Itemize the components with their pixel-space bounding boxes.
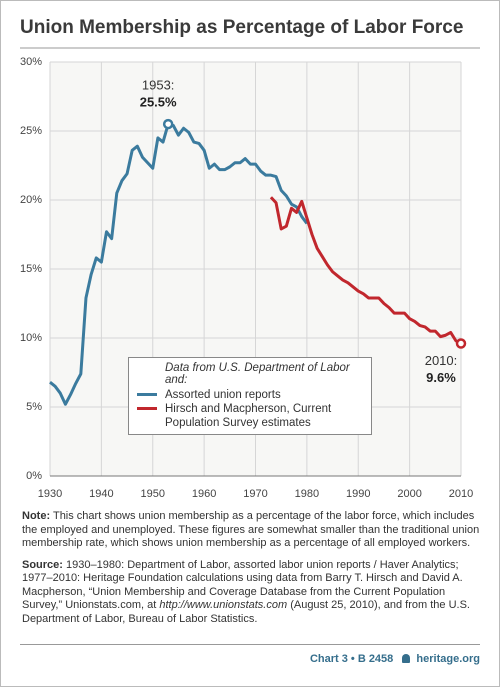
y-tick-label: 15%	[20, 263, 42, 275]
notes: Note: This chart shows union membership …	[22, 510, 482, 634]
annotation-value: 9.6%	[426, 370, 456, 385]
y-tick-label: 20%	[20, 194, 42, 206]
legend-swatch	[137, 393, 157, 396]
y-tick-label: 10%	[20, 332, 42, 344]
source: Source: 1930–1980: Department of Labor, …	[22, 559, 482, 627]
source-url: http://www.unionstats.com	[159, 599, 288, 611]
y-tick-label: 30%	[20, 56, 42, 68]
annotation-value: 25.5%	[140, 95, 177, 110]
note: Note: This chart shows union membership …	[22, 510, 482, 551]
x-tick-label: 1970	[243, 488, 267, 500]
series-line	[269, 196, 462, 345]
x-tick-label: 1990	[346, 488, 370, 500]
chart-title: Union Membership as Percentage of Labor …	[20, 17, 463, 38]
source-text: (August 25, 2010), and from the U.S. Dep…	[22, 599, 470, 625]
y-tick-label: 0%	[26, 470, 42, 482]
legend-label: Hirsch and Macpherson, Current Populatio…	[165, 403, 332, 429]
y-tick-label: 5%	[26, 401, 42, 413]
legend-entry: Hirsch and Macpherson, Current Populatio…	[137, 402, 363, 430]
annotation-year: 2010:	[425, 353, 458, 368]
y-tick-label: 25%	[20, 125, 42, 137]
source-label: Source:	[22, 558, 63, 571]
x-tick-label: 1950	[141, 488, 165, 500]
legend-swatch	[137, 407, 157, 410]
footer: Chart 3 • B 2458 heritage.org	[20, 644, 480, 665]
legend: Data from U.S. Department of Labor and: …	[128, 357, 372, 435]
annotation-year: 1953:	[142, 78, 175, 93]
legend-label: Assorted union reports	[165, 389, 281, 401]
x-tick-label: 2000	[397, 488, 421, 500]
x-tick-label: 1930	[38, 488, 62, 500]
note-text: This chart shows union membership as a p…	[22, 510, 480, 549]
highlight-point	[455, 338, 467, 349]
chart-id: Chart 3 • B 2458	[309, 653, 394, 665]
x-tick-label: 1960	[192, 488, 216, 500]
site: heritage.org	[416, 653, 480, 665]
note-label: Note:	[22, 510, 51, 522]
bell-icon	[402, 654, 411, 663]
x-tick-label: 1980	[295, 488, 319, 500]
x-tick-label: 2010	[449, 488, 473, 500]
legend-title: Data from U.S. Department of Labor and:	[165, 362, 350, 386]
highlight-point	[162, 118, 174, 130]
series-line	[49, 122, 309, 406]
x-tick-label: 1940	[89, 488, 113, 500]
source-text: 1930–1980: Department of Labor, assorted…	[22, 558, 463, 612]
legend-entry: Assorted union reports	[137, 388, 363, 402]
